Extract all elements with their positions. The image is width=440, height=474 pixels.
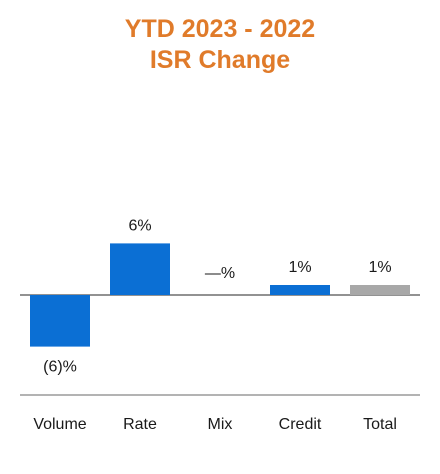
data-label-total: 1% (368, 259, 391, 276)
data-label-mix: —% (205, 265, 235, 282)
bar-credit (270, 285, 330, 295)
category-label-mix: Mix (208, 416, 233, 433)
category-label-credit: Credit (279, 416, 322, 433)
bar-volume (30, 295, 90, 347)
bar-rate (110, 243, 170, 295)
category-label-volume: Volume (33, 416, 86, 433)
category-label-total: Total (363, 416, 397, 433)
bar-total (350, 285, 410, 295)
data-label-credit: 1% (288, 259, 311, 276)
chart-title-line-2: ISR Change (149, 46, 291, 74)
data-label-volume: (6)% (43, 359, 77, 376)
data-labels-group: (6)% 6% —% 1% 1% (43, 217, 391, 375)
category-labels-group: Volume Rate Mix Credit Total (33, 416, 397, 433)
bars-group (30, 243, 410, 347)
data-label-rate: 6% (128, 217, 151, 234)
chart-title-line-1: YTD 2023 - 2022 (124, 15, 316, 43)
category-label-rate: Rate (123, 416, 157, 433)
chart-title: YTD 2023 - 2022 ISR Change (0, 14, 440, 76)
